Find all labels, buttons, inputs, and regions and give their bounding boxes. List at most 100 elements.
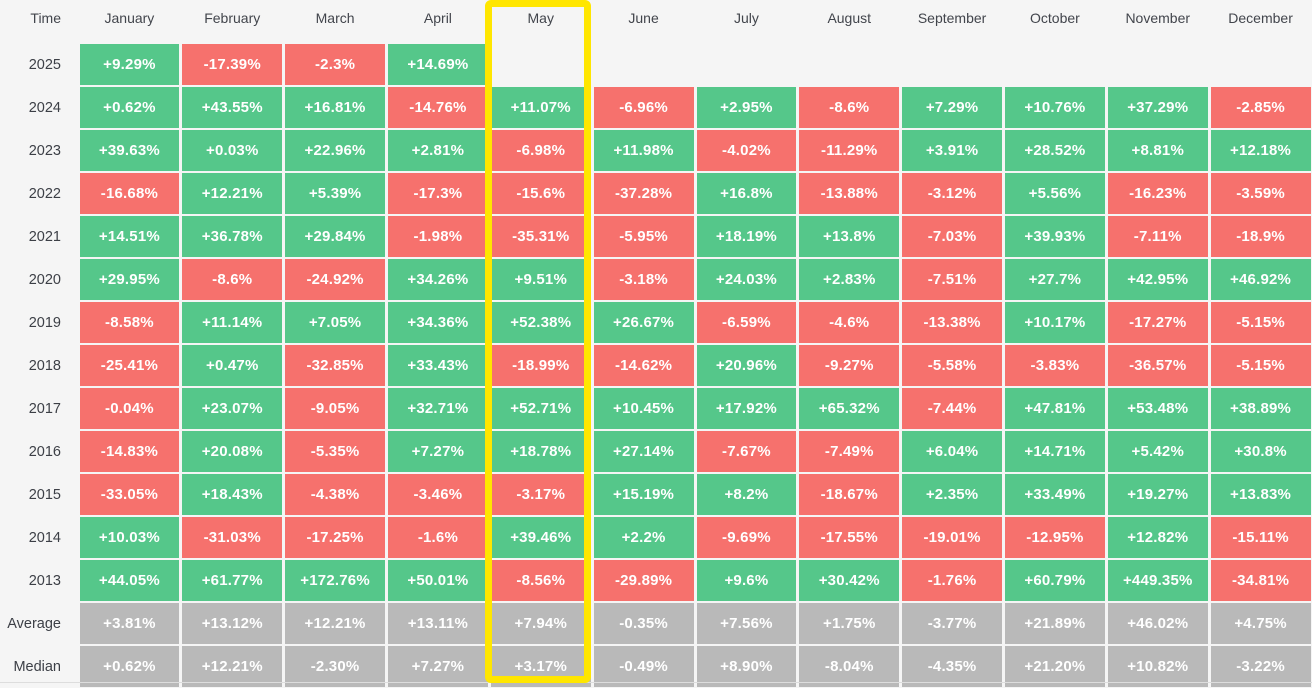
return-cell-2022-august: -13.88%: [799, 173, 900, 214]
cell-slot: +7.27%: [387, 430, 490, 473]
return-cell-2015-march: -4.38%: [285, 474, 385, 515]
return-cell-2019-september: -13.38%: [902, 302, 1002, 343]
return-cell-2020-january: +29.95%: [79, 259, 180, 300]
cell-slot: +172.76%: [284, 559, 387, 602]
cell-slot: -3.17%: [489, 473, 592, 516]
return-cell-average-october: +21.89%: [1005, 603, 1105, 644]
row-label-average: Average: [7, 615, 61, 632]
cell-slot: +5.39%: [284, 172, 387, 215]
cell-slot: -0.35%: [592, 602, 695, 645]
cell-slot: -13.88%: [798, 172, 901, 215]
return-cell-2024-april: -14.76%: [388, 87, 488, 128]
return-cell-2020-december: +46.92%: [1210, 259, 1311, 300]
cell-slot: -17.25%: [284, 516, 387, 559]
return-cell-average-july: +7.56%: [696, 603, 797, 644]
cell-slot: +16.81%: [284, 86, 387, 129]
cell-slot: +0.62%: [78, 86, 181, 129]
cell-slot: +23.07%: [181, 387, 284, 430]
cell-slot: -9.27%: [798, 344, 901, 387]
return-cell-2019-july: -6.59%: [696, 302, 797, 343]
return-cell-2021-may: -35.31%: [490, 216, 591, 257]
cell-slot: +27.14%: [592, 430, 695, 473]
return-cell-2016-september: +6.04%: [902, 431, 1002, 472]
return-cell-2022-december: -3.59%: [1210, 173, 1311, 214]
return-cell-2022-may: -15.6%: [490, 173, 591, 214]
return-cell-2017-october: +47.81%: [1005, 388, 1105, 429]
row-label-2024: 2024: [28, 99, 61, 116]
cell-slot: -5.58%: [901, 344, 1004, 387]
cell-slot: +65.32%: [798, 387, 901, 430]
return-cell-2015-november: +19.27%: [1107, 474, 1208, 515]
return-cell-2021-august: +13.8%: [799, 216, 900, 257]
cell-slot: +12.21%: [181, 645, 284, 688]
return-cell-2014-august: -17.55%: [799, 517, 900, 558]
return-cell-2018-april: +33.43%: [388, 345, 488, 386]
cell-slot: -8.04%: [798, 645, 901, 688]
return-cell-2019-december: -5.15%: [1210, 302, 1311, 343]
cell-slot: -3.59%: [1209, 172, 1312, 215]
cell-slot: +4.75%: [1209, 602, 1312, 645]
row-label-2015: 2015: [28, 486, 61, 503]
return-cell-2017-december: +38.89%: [1210, 388, 1311, 429]
cell-slot: [489, 43, 592, 86]
return-cell-2024-august: -8.6%: [799, 87, 900, 128]
return-cell-2024-january: +0.62%: [79, 87, 180, 128]
return-cell-2017-july: +17.92%: [696, 388, 797, 429]
return-cell-2023-february: +0.03%: [182, 130, 283, 171]
return-cell-2025-april: +14.69%: [388, 44, 488, 85]
cell-slot: +9.6%: [695, 559, 798, 602]
cell-slot: +0.03%: [181, 129, 284, 172]
return-cell-2020-april: +34.26%: [388, 259, 488, 300]
column-header-january: January: [104, 10, 155, 26]
return-cell-2025-march: -2.3%: [285, 44, 385, 85]
column-header-april: April: [423, 10, 452, 26]
cell-slot: +13.8%: [798, 215, 901, 258]
return-cell-2019-june: +26.67%: [593, 302, 694, 343]
cell-slot: -17.55%: [798, 516, 901, 559]
return-cell-2021-january: +14.51%: [79, 216, 180, 257]
return-cell-2019-february: +11.14%: [182, 302, 283, 343]
cell-slot: -7.44%: [901, 387, 1004, 430]
return-cell-2021-october: +39.93%: [1005, 216, 1105, 257]
cell-slot: -13.38%: [901, 301, 1004, 344]
return-cell-2015-april: -3.46%: [388, 474, 488, 515]
return-cell-2018-august: -9.27%: [799, 345, 900, 386]
cell-slot: -3.46%: [387, 473, 490, 516]
return-cell-2013-july: +9.6%: [696, 560, 797, 601]
row-label-2017: 2017: [28, 400, 61, 417]
return-cell-2017-february: +23.07%: [182, 388, 283, 429]
cell-slot: -6.59%: [695, 301, 798, 344]
return-cell-2024-june: -6.96%: [593, 87, 694, 128]
column-header-september: September: [917, 10, 987, 26]
return-cell-median-april: +7.27%: [388, 646, 488, 687]
return-cell-2013-october: +60.79%: [1005, 560, 1105, 601]
cell-slot: -16.23%: [1106, 172, 1209, 215]
return-cell-median-march: -2.30%: [285, 646, 385, 687]
cell-slot: [1004, 43, 1107, 86]
cell-slot: +10.03%: [78, 516, 181, 559]
cell-slot: +44.05%: [78, 559, 181, 602]
return-cell-2013-april: +50.01%: [388, 560, 488, 601]
return-cell-2022-september: -3.12%: [902, 173, 1002, 214]
return-cell-2019-january: -8.58%: [79, 302, 180, 343]
return-cell-2015-may: -3.17%: [490, 474, 591, 515]
row-label-2023: 2023: [28, 142, 61, 159]
cell-slot: +11.14%: [181, 301, 284, 344]
cell-slot: -3.18%: [592, 258, 695, 301]
return-cell-average-november: +46.02%: [1107, 603, 1208, 644]
cell-slot: [798, 43, 901, 86]
return-cell-2023-july: -4.02%: [696, 130, 797, 171]
return-cell-2017-august: +65.32%: [799, 388, 900, 429]
cell-slot: +46.92%: [1209, 258, 1312, 301]
return-cell-2013-december: -34.81%: [1210, 560, 1311, 601]
cell-slot: -4.6%: [798, 301, 901, 344]
cell-slot: -25.41%: [78, 344, 181, 387]
cell-slot: -7.11%: [1106, 215, 1209, 258]
column-header-july: July: [733, 10, 759, 26]
return-cell-average-january: +3.81%: [79, 603, 180, 644]
cell-slot: -35.31%: [489, 215, 592, 258]
cell-slot: +38.89%: [1209, 387, 1312, 430]
return-cell-median-july: +8.90%: [696, 646, 797, 687]
table-bottom-divider: [0, 682, 1312, 683]
return-cell-2021-july: +18.19%: [696, 216, 797, 257]
